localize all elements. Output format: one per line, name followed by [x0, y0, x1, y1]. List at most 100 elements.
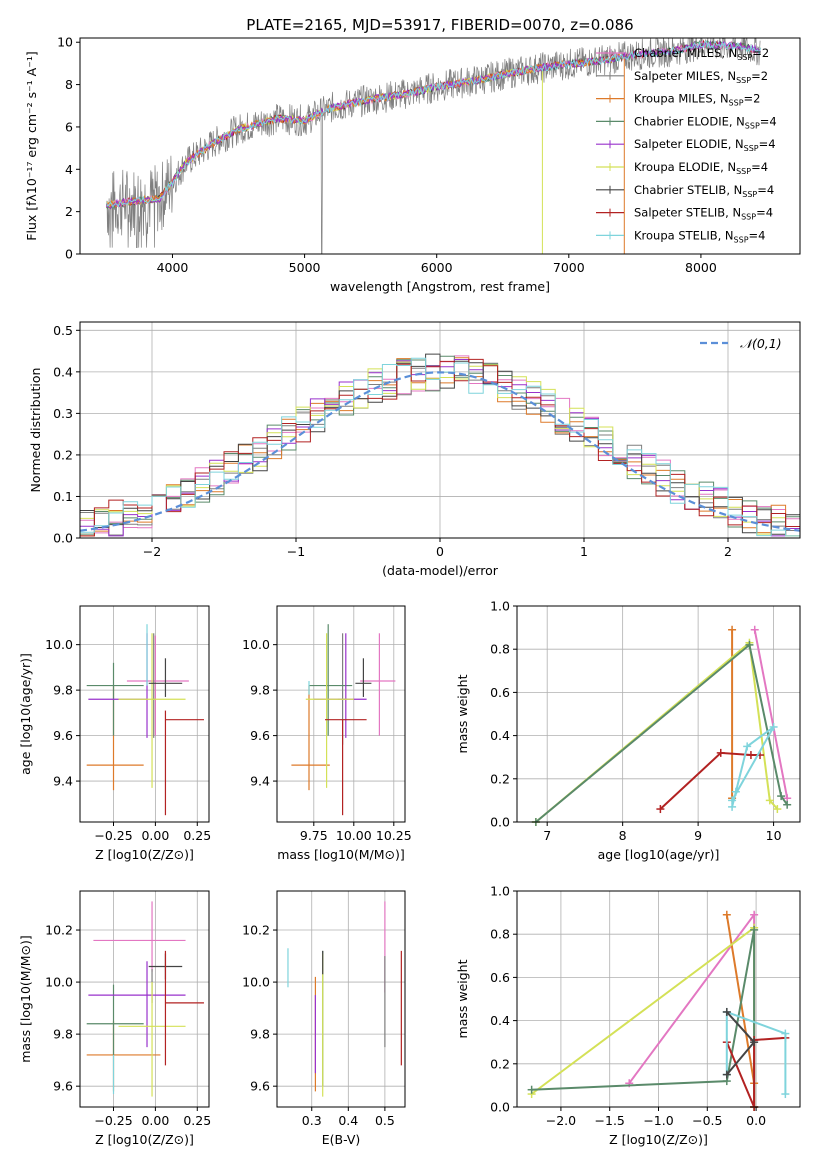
x-tick-label: 7	[543, 828, 551, 843]
weight-marker-kroupa_elodie	[773, 805, 782, 814]
legend-label: Salpeter MILES, NSSP=2	[634, 69, 768, 85]
legend-label-rest: =4	[760, 114, 777, 128]
legend-subscript: SSP	[744, 144, 759, 153]
spectrum-model-salpeter_elodie	[106, 40, 761, 209]
y-tick-label: 9.6	[250, 1079, 270, 1094]
y-tick-label: 0.0	[490, 815, 510, 830]
weight-marker-kroupa_stelib	[769, 722, 778, 731]
y-tick-label: 2	[65, 204, 73, 219]
axes-frame	[79, 605, 210, 823]
plot-area-age_vs_mass	[291, 624, 396, 816]
x-tick-label: −1	[287, 544, 305, 559]
x-tick-label: 9.75	[300, 828, 328, 843]
y-tick-label: 9.8	[250, 1027, 270, 1042]
x-axis-label: mass [log10(M/M⊙)]	[277, 847, 405, 862]
legend-label-rest: =4	[749, 228, 766, 242]
y-tick-label: 0.6	[490, 970, 510, 985]
x-tick-label: 0.00	[141, 1113, 169, 1128]
weight-line-kroupa_stelib	[725, 1010, 787, 1094]
x-axis-label: age [log10(age/yr)]	[598, 847, 720, 862]
spectrum-model-kroupa_miles	[106, 53, 625, 254]
weight-marker-kroupa_stelib	[743, 742, 752, 751]
y-tick-label: 10	[57, 35, 73, 50]
x-tick-label: −0.25	[94, 828, 132, 843]
x-axis-label: (data-model)/error	[382, 563, 499, 578]
panel-spectrum: 4000 5000 6000 7000 8000 0 2 4 6 8 10 wavelength [A…	[24, 35, 801, 294]
panel-residuals: −2 −1 0 1 2 0.0 0.1 0.2 0.3 0.4 0.5 (data-model)/er…	[28, 321, 801, 578]
legend-subscript: SSP	[737, 53, 752, 62]
legend-label: Kroupa STELIB, NSSP=4	[634, 228, 765, 244]
weight-line-kroupa_stelib	[731, 726, 775, 808]
weight-marker-chabrier_stelib	[722, 1007, 731, 1016]
figure-title: PLATE=2165, MJD=53917, FIBERID=0070, z=0…	[246, 16, 633, 34]
legend-label-rest: =2	[744, 92, 761, 106]
panel-age_vs_z: −0.25 0.00 0.25 9.4 9.6 9.8 10.0 Z [log10(Z/Z⊙)…	[18, 605, 211, 862]
x-tick-label: 9	[694, 828, 702, 843]
y-tick-label: 9.4	[53, 774, 73, 789]
y-tick-label: 0.1	[53, 489, 73, 504]
y-tick-label: 0.2	[490, 771, 510, 786]
x-tick-label: 10	[766, 828, 782, 843]
x-axis-label: E(B-V)	[322, 1132, 361, 1147]
legend-subscript: SSP	[736, 76, 751, 85]
x-tick-label: 10.00	[336, 828, 372, 843]
y-axis-label: age [log10(age/yr)]	[18, 653, 33, 775]
x-tick-label: −2	[143, 544, 161, 559]
axes-frame	[276, 890, 406, 1108]
weight-marker-kroupa_miles	[728, 625, 737, 634]
x-tick-label: 0.4	[338, 1113, 358, 1128]
legend-label-rest: =2	[751, 69, 768, 83]
y-tick-label: 0.2	[490, 1056, 510, 1071]
legend-subscript: SSP	[745, 121, 760, 130]
weight-marker-chabrier_elodie	[527, 1085, 536, 1094]
x-tick-label: −2.0	[546, 1113, 576, 1128]
weight-marker-chabrier_elodie	[777, 792, 786, 801]
x-tick-label: 0.00	[141, 828, 169, 843]
legend-spectrum: Chabrier MILES, NSSP=2 Salpeter MILES, NS…	[596, 46, 777, 244]
weight-marker-chabrier_stelib	[750, 1038, 759, 1047]
y-axis-label: Normed distribution	[28, 368, 43, 493]
panel-mass_vs_z: −0.25 0.00 0.25 9.6 9.8 10.0 10.2 Z [log10(Z/Z⊙…	[18, 890, 211, 1147]
legend-residuals: 𝒩(0,1)	[700, 336, 782, 351]
legend-subscript: SSP	[742, 190, 757, 199]
x-tick-label: 8000	[685, 260, 717, 275]
x-tick-label: 0.3	[302, 1113, 322, 1128]
weight-marker-salpeter_stelib	[716, 748, 725, 757]
legend-subscript: SSP	[729, 99, 744, 108]
y-tick-label: 10.2	[45, 923, 73, 938]
panel-weight_vs_z: −2.0 −1.5 −1.0 −0.5 0.0 0.0 0.2 0.4 0.6 0.8 1.0 Z […	[455, 884, 801, 1147]
x-axis-label: Z [log10(Z/Z⊙)]	[609, 1132, 708, 1147]
y-tick-label: 0.5	[53, 323, 73, 338]
y-axis-label: mass weight	[455, 959, 470, 1038]
y-tick-label: 0.3	[53, 406, 73, 421]
x-tick-label: 0.25	[183, 828, 211, 843]
y-tick-label: 10.0	[45, 637, 73, 652]
legend-label: Kroupa ELODIE, NSSP=4	[634, 160, 768, 176]
x-axis-label: wavelength [Angstrom, rest frame]	[330, 279, 550, 294]
legend-label-rest: =4	[751, 160, 768, 174]
x-tick-label: 7000	[553, 260, 585, 275]
y-tick-label: 0.6	[490, 685, 510, 700]
y-tick-label: 0.8	[490, 927, 510, 942]
x-axis-label: Z [log10(Z/Z⊙)]	[95, 847, 194, 862]
y-tick-label: 9.4	[250, 774, 270, 789]
y-tick-label: 10.0	[242, 637, 270, 652]
y-tick-label: 10.2	[242, 923, 270, 938]
weight-line-chabrier_miles	[753, 629, 789, 799]
histogram-kroupa_stelib	[79, 357, 801, 537]
weight-line-salpeter_stelib	[659, 751, 760, 810]
x-tick-label: 0	[436, 544, 444, 559]
legend-label: Kroupa MILES, NSSP=2	[634, 92, 760, 108]
x-tick-label: 0.0	[746, 1113, 766, 1128]
weight-marker-kroupa_stelib	[781, 1029, 790, 1038]
y-tick-label: 0.8	[490, 642, 510, 657]
y-tick-label: 0.0	[490, 1100, 510, 1115]
weight-marker-chabrier_elodie	[745, 640, 754, 649]
y-tick-label: 9.6	[53, 728, 73, 743]
legend-label-rest: =2	[752, 46, 769, 60]
y-tick-label: 0.4	[53, 364, 73, 379]
y-tick-label: 0	[65, 247, 73, 262]
panel-weight_vs_age: 7 8 9 10 0.0 0.2 0.4 0.6 0.8 1.0 age [log10(age/yr…	[455, 599, 801, 862]
y-axis-label: mass [log10(M/M⊙)]	[18, 935, 33, 1063]
